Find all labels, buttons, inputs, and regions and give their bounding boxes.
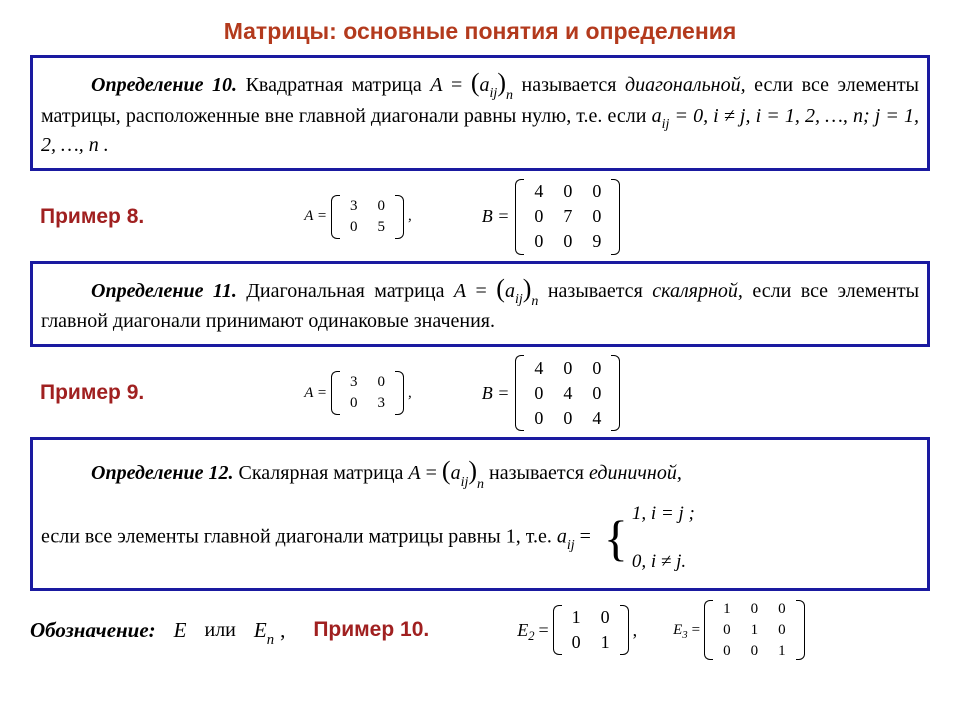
ex10-E2: E [517,620,528,641]
def12-eq: = [421,462,442,484]
notation-E: E [174,618,187,643]
def11-term: скалярной, [652,280,743,302]
ex9-B-matrix: 400040004 [515,355,620,431]
def11-text-b: называется [538,280,652,302]
def12-aij: a [451,462,461,484]
def12-aij2-sub: ij [567,538,575,553]
def12-case2: 0, i ≠ j. [632,544,695,580]
ex10-eq: = [539,620,549,641]
notation-or: или [205,619,236,642]
def10-aij-sub: ij [490,86,498,101]
definition-10-box: Определение 10. Квадратная матрица A = (… [30,55,930,171]
def12-aij2-eq: = [575,525,591,547]
def11-aij: a [505,280,515,302]
ex9-sep: , [408,385,412,402]
def12-lead: Определение 12. [91,462,234,484]
def12-n-sub: n [477,477,484,492]
def10-eq: = [443,74,471,96]
notation-En: E [254,618,267,642]
def12-line2a: если все элементы главной диагонали матр… [41,525,557,547]
def12-A: A [408,462,420,484]
example-9-label: Пример 9. [40,381,144,405]
example-8-label: Пример 8. [40,205,144,229]
def10-text-a: Квадратная матрица [237,74,430,96]
notation-comma: , [280,618,285,643]
def10-cond-a: a [652,105,662,127]
def12-aij2: a [557,525,567,547]
ex8-sep: , [408,208,412,225]
ex8-B-matrix: 400070009 [515,179,620,255]
ex10-E2-sub: 2 [528,629,534,644]
ex9-A: A = [304,385,327,402]
def11-lead: Определение 11. [91,280,237,302]
def11-text-a: Диагональная матрица [237,280,454,302]
def10-lead: Определение 10. [91,74,237,96]
def12-text-a: Скалярная матрица [234,462,409,484]
ex10-sep: , [633,620,638,641]
ex10-E3: E [673,622,682,639]
ex8-A: A = [304,208,327,225]
page-title: Матрицы: основные понятия и определения [30,18,930,45]
def12-cases: { 1, i = j ; 0, i ≠ j. [604,496,695,580]
ex8-A-matrix: 3005 [331,195,404,239]
def11-A: A [454,280,466,302]
def10-term: диагональной, [625,74,746,96]
def12-paren-open: ( [442,456,451,485]
def11-aij-sub: ij [515,292,523,307]
example-10-label: Пример 10. [313,618,429,642]
def12-case1: 1, i = j ; [632,496,695,532]
example-9-row: Пример 9. A = 3003 , B = 400040004 [40,355,930,431]
ex10-eq3: = [692,622,700,639]
notation-En-sub: n [267,632,274,648]
def10-paren-open: ( [471,68,480,97]
example-8-row: Пример 8. A = 3005 , B = 400070009 [40,179,930,255]
def11-paren-open: ( [496,274,505,303]
def11-n-sub: n [531,294,538,309]
ex10-E3-matrix: 100010001 [704,599,805,662]
brace-icon: { [604,518,628,558]
notation-row: Обозначение: E или En , Пример 10. E2 = … [30,599,930,662]
def10-cond-sub: ij [662,117,670,132]
def12-aij-sub: ij [461,475,469,490]
ex8-B: B = [482,206,510,227]
def10-aij: a [480,74,490,96]
def10-text-b: называется [513,74,625,96]
ex9-A-matrix: 3003 [331,371,404,415]
def12-paren-close: ) [468,456,477,485]
def11-eq: = [466,280,496,302]
definition-12-box: Определение 12. Скалярная матрица A = (a… [30,437,930,591]
def10-A: A [430,74,442,96]
def10-paren-close: ) [497,68,506,97]
ex9-B: B = [482,383,510,404]
ex10-E2-matrix: 1001 [553,605,629,655]
notation-label: Обозначение: [30,618,156,643]
ex10-E3-sub: 3 [682,630,687,641]
def10-n-sub: n [506,88,513,103]
def12-text-b: называется [484,462,589,484]
definition-11-box: Определение 11. Диагональная матрица A =… [30,261,930,348]
def12-term: единичной, [589,462,682,484]
